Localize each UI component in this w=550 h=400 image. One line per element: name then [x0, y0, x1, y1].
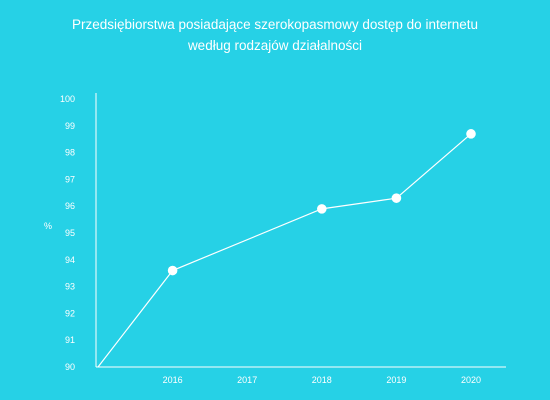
y-tick-label: 91: [65, 335, 75, 345]
series-line: [97, 133, 472, 368]
series-group: [97, 129, 476, 368]
x-tick-label: 2017: [237, 375, 257, 385]
data-point[interactable]: [391, 193, 402, 203]
y-tick-labels: 90 91 92 93 94 95 96 97 98 99 100: [60, 94, 75, 372]
y-tick-label: 99: [65, 121, 75, 131]
data-point[interactable]: [317, 204, 327, 214]
x-tick-label: 2019: [386, 375, 406, 385]
y-tick-label: 95: [65, 228, 75, 238]
y-tick-label: 98: [65, 148, 75, 158]
x-tick-label: 2016: [163, 375, 183, 385]
data-point[interactable]: [167, 265, 178, 276]
y-tick-label: 97: [65, 174, 75, 184]
x-tick-label: 2018: [312, 375, 332, 385]
y-tick-label: 93: [65, 282, 75, 292]
chart-title: Przedsiębiorstwa posiadające szerokopasm…: [0, 14, 550, 56]
x-tick-labels: 2016 2017 2018 2019 2020: [163, 375, 481, 385]
y-tick-label: 92: [65, 308, 75, 318]
y-tick-label: 90: [65, 362, 75, 372]
chart-title-line2: według rodzajów działalności: [187, 38, 363, 53]
y-tick-label: 94: [65, 255, 75, 265]
y-axis-label: %: [44, 221, 52, 231]
y-tick-label: 100: [60, 94, 75, 104]
data-point[interactable]: [466, 129, 476, 139]
y-tick-label: 96: [65, 201, 75, 211]
x-tick-label: 2020: [461, 375, 481, 385]
chart-title-line1: Przedsiębiorstwa posiadające szerokopasm…: [72, 17, 478, 32]
axes: [95, 93, 506, 368]
